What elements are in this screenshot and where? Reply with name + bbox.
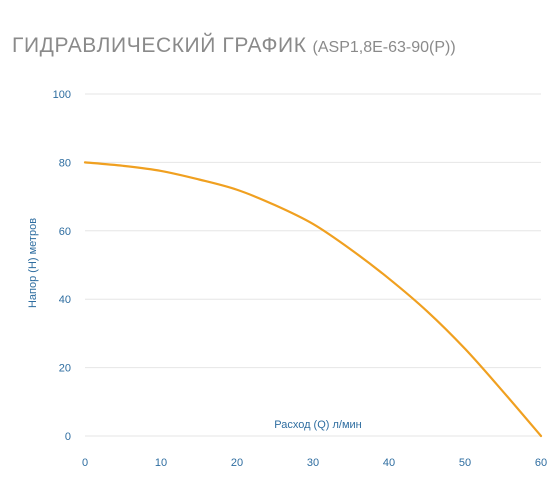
x-tick-label: 40 xyxy=(383,457,395,469)
y-tick-label: 100 xyxy=(53,89,71,101)
x-axis-label: Расход (Q) л/мин xyxy=(274,419,362,431)
x-tick-label: 20 xyxy=(231,457,243,469)
y-tick-label: 20 xyxy=(59,363,71,375)
x-tick-label: 50 xyxy=(459,457,471,469)
x-tick-label: 60 xyxy=(535,457,547,469)
head-curve-line xyxy=(83,161,543,438)
x-tick-labels: 0 10 20 30 40 50 60 xyxy=(82,457,547,469)
y-tick-label: 40 xyxy=(59,294,71,306)
y-tick-label: 60 xyxy=(59,226,71,238)
x-tick-label: 10 xyxy=(155,457,167,469)
y-tick-label: 0 xyxy=(65,431,71,443)
chart-title: ГИДРАВЛИЧЕСКИЙ ГРАФИК (ASP1,8E-63-90(P)) xyxy=(12,34,456,58)
chart-title-model: (ASP1,8E-63-90(P)) xyxy=(312,39,456,56)
y-axis-label: Напор (H) метров xyxy=(27,218,39,308)
series-layer xyxy=(83,161,543,438)
x-tick-label: 30 xyxy=(307,457,319,469)
chart-title-main: ГИДРАВЛИЧЕСКИЙ ГРАФИК xyxy=(12,34,307,57)
y-tick-label: 80 xyxy=(59,157,71,169)
y-tick-labels: 0 20 40 60 80 100 xyxy=(53,89,71,443)
x-tick-label: 0 xyxy=(82,457,88,469)
grid-lines xyxy=(85,93,541,437)
